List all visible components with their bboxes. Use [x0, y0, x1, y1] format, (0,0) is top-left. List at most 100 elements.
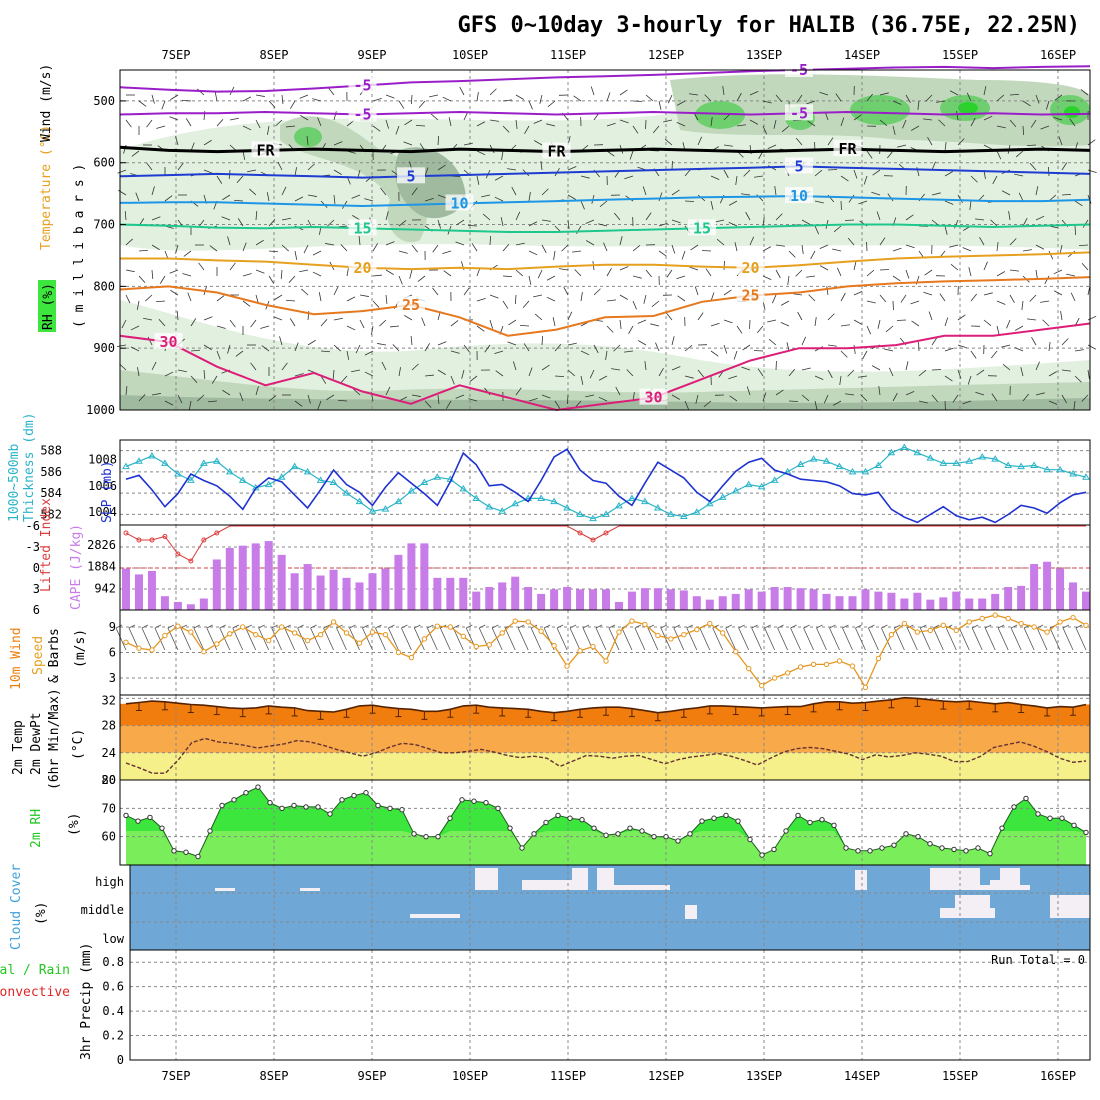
wind-barb [554, 400, 561, 409]
surface-barb [997, 624, 1005, 629]
wind-barb [840, 175, 849, 182]
wind-barb [280, 269, 283, 280]
wind-barb [762, 125, 768, 135]
wind-barb [924, 269, 933, 276]
wind-barb [380, 187, 387, 196]
wind-barb [866, 300, 876, 304]
wind-barb [279, 336, 283, 346]
wind-barb [967, 375, 972, 385]
cape-bar [251, 543, 260, 610]
lifted-index-point [214, 530, 220, 536]
axis-tick-label: 584 [40, 486, 62, 500]
wind-barb [781, 125, 790, 133]
wind-barb [923, 118, 933, 121]
wind-barb [938, 119, 946, 127]
wind-barb [872, 169, 881, 176]
wind-barb [749, 119, 759, 125]
wind-barb [836, 267, 842, 277]
wind-barb [203, 344, 212, 351]
surface-barb [128, 624, 136, 629]
surface-barb [725, 627, 737, 651]
wind-barb [733, 350, 738, 360]
surface-barb [881, 627, 892, 651]
wind-barb [710, 350, 719, 357]
rh-point [711, 815, 717, 821]
surface-barb [725, 624, 732, 629]
wind-barb [274, 294, 283, 301]
surface-barb [985, 624, 992, 629]
wind-barb [775, 94, 783, 103]
cape-bar [576, 589, 585, 610]
rh-core-patch [1064, 106, 1080, 118]
wind-barb [762, 392, 767, 402]
wind-barb [775, 389, 784, 396]
thickness-point [718, 493, 727, 500]
wind-barb [871, 191, 881, 196]
wind-barb [161, 100, 166, 110]
surface-barb [556, 624, 564, 629]
wind-barb [294, 342, 299, 352]
rh-grid-overlay [120, 779, 1090, 865]
cape-bar [731, 593, 740, 610]
wind-speed-point [1070, 614, 1076, 621]
wind-barb [736, 325, 743, 334]
wind-barb [1087, 344, 1097, 350]
wind-barb [1081, 394, 1089, 402]
surface-barb [855, 624, 862, 629]
wind-barb [146, 162, 153, 171]
wind-barb [632, 125, 639, 134]
top-date-label: 13SEP [746, 48, 782, 62]
wind-barb [728, 375, 738, 380]
axis-tick-label: 800 [93, 279, 115, 293]
wind-barb [957, 194, 963, 203]
rh-panel: 60 70 80 2m RH (%) [29, 773, 1091, 866]
surface-barb [401, 624, 408, 629]
rh-point [651, 833, 657, 840]
thickness-point [939, 459, 948, 466]
cape-bar [342, 577, 351, 610]
surface-barb [790, 627, 801, 651]
rh-shading [120, 74, 1090, 410]
wind-barb [1048, 371, 1057, 377]
axis-tick-label: 1008 [88, 453, 117, 467]
wind-speed-point [1044, 629, 1050, 635]
wind-barb [996, 150, 1002, 160]
wind-barb [991, 393, 998, 402]
cape-bar [1069, 582, 1078, 610]
wind-barb [351, 369, 361, 373]
surface-barb [401, 627, 412, 651]
wind-barb [1061, 369, 1071, 372]
bottom-date-label: 8SEP [260, 1069, 289, 1083]
thickness-point [303, 467, 312, 475]
wind-barb [911, 125, 920, 131]
wind-barb [522, 300, 530, 309]
surface-barb [115, 627, 127, 651]
cape-bar [978, 598, 987, 610]
wind-barb [359, 319, 365, 329]
cape-bar [653, 588, 662, 610]
rh-point [903, 831, 909, 837]
wind-barb [866, 150, 873, 159]
rh-point [1023, 795, 1029, 802]
wind-barb [432, 287, 439, 296]
wind-barb [546, 123, 556, 127]
wind-barb [541, 188, 549, 196]
wind-barb [990, 219, 998, 227]
rh-point [399, 807, 405, 813]
wind-barb [614, 212, 621, 221]
cape-bar [147, 570, 156, 610]
rh-point [987, 850, 993, 857]
wind-barb [819, 265, 829, 271]
wind-barb [410, 94, 413, 105]
thickness-point [316, 476, 325, 483]
wind-barb [715, 219, 725, 223]
isotherm-line [119, 145, 1091, 154]
thickness-point [848, 467, 857, 475]
wind-barb [996, 325, 1000, 335]
surface-barb [1075, 627, 1087, 651]
wind-barb [917, 100, 920, 110]
surface-barb [829, 627, 840, 651]
wind-barb [424, 197, 434, 202]
wind-barb [780, 300, 790, 306]
title-bar: GFS 0~10day 3-hourly for HALIB (36.75E, … [457, 13, 1080, 38]
